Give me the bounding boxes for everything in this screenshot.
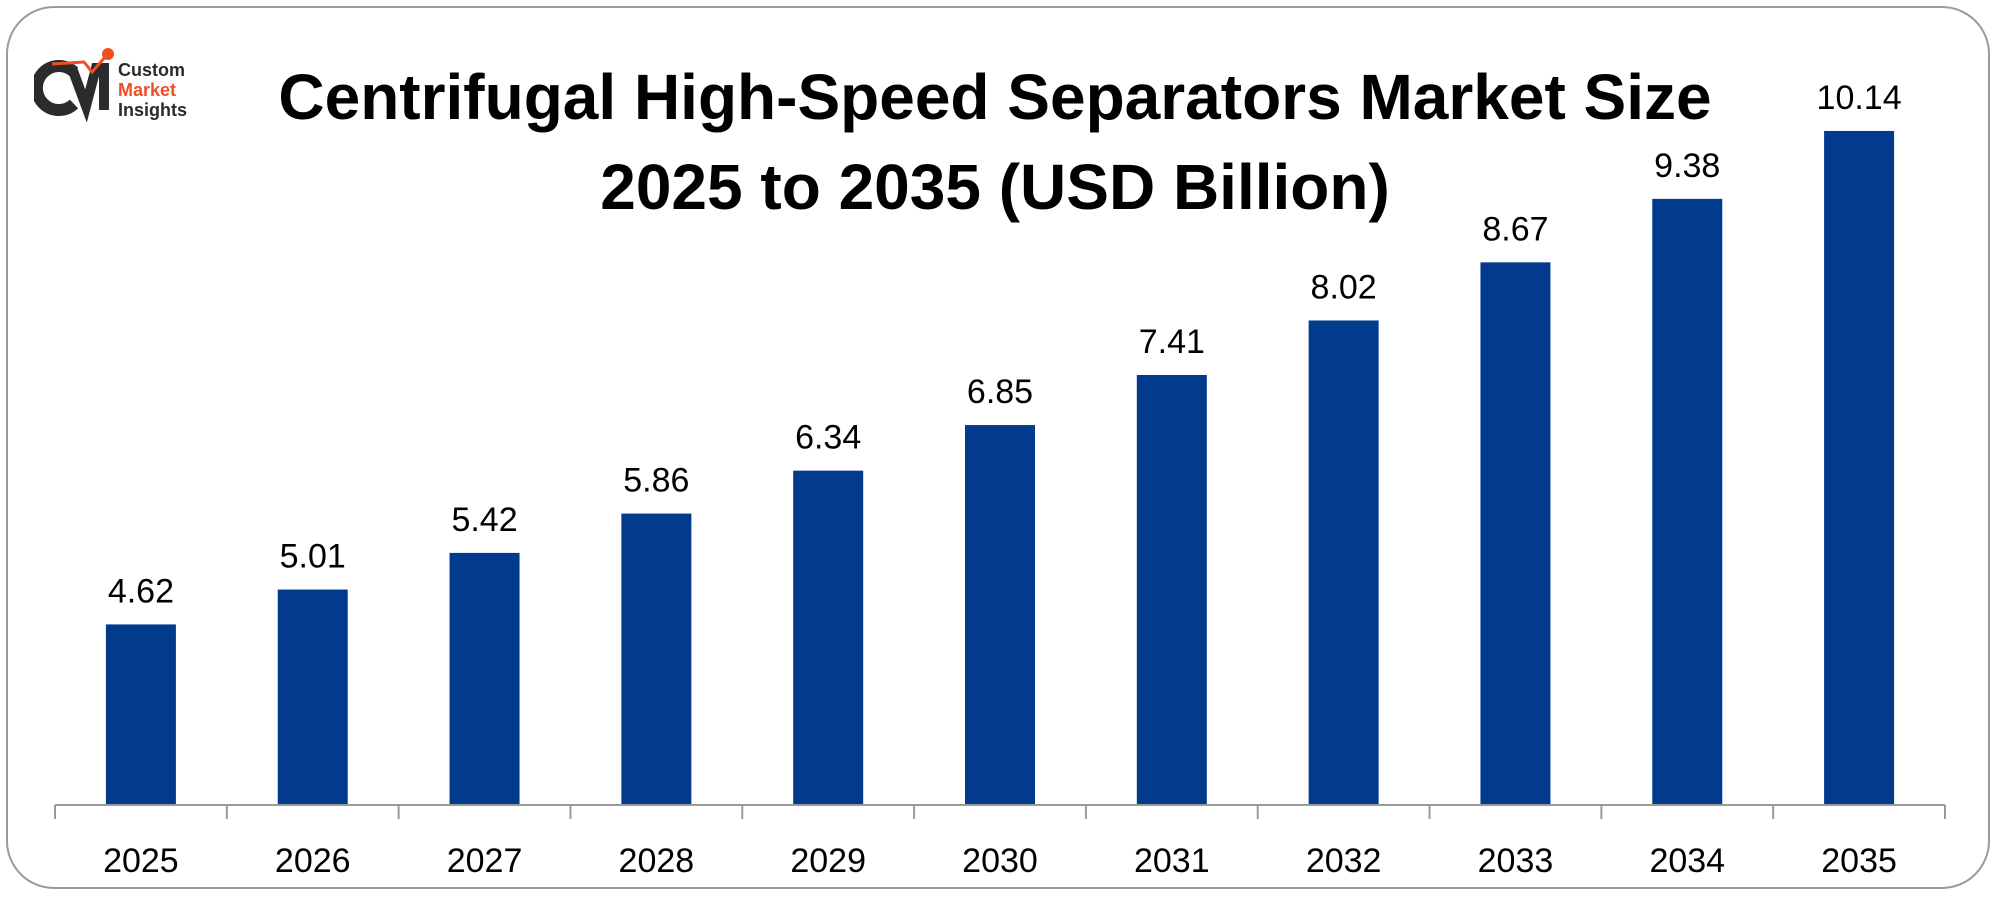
x-tick-label-2034: 2034 (1649, 842, 1725, 880)
logo-text-custom: Custom (118, 60, 185, 80)
bar-2035 (1824, 130, 1895, 806)
bar-2032 (1308, 320, 1379, 805)
bar-2033 (1480, 262, 1551, 805)
data-label-2032: 8.02 (1311, 268, 1377, 306)
logo: Custom Market Insights (30, 42, 204, 123)
bar-2026 (277, 589, 348, 805)
chart-title-line-2: 2025 to 2035 (USD Billion) (600, 151, 1390, 223)
chart-frame (6, 6, 1990, 889)
bar-2034 (1652, 198, 1723, 805)
logo-text-market: Market (118, 80, 176, 100)
chart-title-line-1: Centrifugal High-Speed Separators Market… (278, 61, 1712, 133)
x-tick-label-2030: 2030 (962, 842, 1038, 880)
x-tick-label-2035: 2035 (1821, 842, 1897, 880)
data-label-2035: 10.14 (1817, 79, 1902, 117)
bar-2027 (449, 552, 520, 805)
data-label-2028: 5.86 (623, 462, 689, 500)
data-label-2026: 5.01 (280, 538, 346, 576)
x-tick-label-2028: 2028 (619, 842, 695, 880)
bar-2025 (105, 624, 176, 805)
data-label-2030: 6.85 (967, 373, 1033, 411)
x-tick-label-2033: 2033 (1478, 842, 1554, 880)
bar-2029 (793, 470, 864, 805)
data-label-2034: 9.38 (1654, 147, 1720, 185)
x-tick-label-2025: 2025 (103, 842, 179, 880)
x-tick-label-2032: 2032 (1306, 842, 1382, 880)
x-tick-label-2031: 2031 (1134, 842, 1210, 880)
data-label-2029: 6.34 (795, 419, 861, 457)
x-tick-label-2029: 2029 (790, 842, 866, 880)
x-tick-label-2026: 2026 (275, 842, 351, 880)
data-label-2027: 5.42 (451, 501, 517, 539)
bar-2030 (965, 425, 1035, 805)
data-label-2031: 7.41 (1139, 323, 1205, 361)
logo-text-insights: Insights (118, 100, 187, 120)
logo-mark-icon: Custom Market Insights (30, 48, 187, 123)
data-label-2033: 8.67 (1482, 210, 1548, 248)
bar-2031 (1136, 374, 1207, 805)
data-label-2025: 4.62 (108, 572, 174, 610)
x-tick-label-2027: 2027 (447, 842, 523, 880)
chart-title: Centrifugal High-Speed Separators Market… (220, 52, 1770, 232)
bar-2028 (621, 513, 692, 805)
